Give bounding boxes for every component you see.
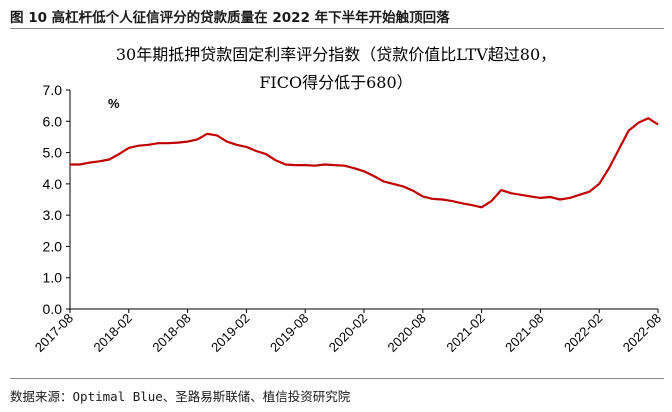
y-tick-label: 5.0 bbox=[43, 145, 63, 161]
source-note: 数据来源：Optimal Blue、圣路易斯联储、植信投资研究院 bbox=[10, 389, 351, 404]
caption-divider bbox=[10, 28, 664, 29]
series-line bbox=[70, 117, 659, 209]
unit-label: % bbox=[108, 96, 120, 111]
x-tick-label: 2020-02 bbox=[326, 311, 370, 355]
x-tick-label: 2018-02 bbox=[91, 311, 135, 355]
line-chart: 0.0 1.0 2.0 3.0 4.0 5.0 6.0 7.0 2017-08 2018-02 20… bbox=[32, 82, 664, 355]
chart-title-line2: FICO得分低于680） bbox=[259, 73, 413, 92]
series-layer bbox=[70, 117, 659, 209]
x-tick-label: 2019-08 bbox=[267, 311, 311, 355]
axes bbox=[66, 89, 659, 313]
x-tick-label: 2018-08 bbox=[149, 311, 193, 355]
x-tick-label: 2021-08 bbox=[502, 311, 546, 355]
y-tick-label: 4.0 bbox=[43, 176, 63, 192]
y-tick-label: 3.0 bbox=[43, 207, 63, 223]
chart-title-line1: 30年期抵押贷款固定利率评分指数（贷款价值比LTV超过80， bbox=[115, 45, 557, 64]
y-tick-label: 7.0 bbox=[43, 82, 63, 98]
x-tick-label: 2022-08 bbox=[620, 311, 664, 355]
figure-caption: 图 10 高杠杆低个人征信评分的贷款质量在 2022 年下半年开始触顶回落 bbox=[10, 10, 450, 26]
x-tick-label: 2019-02 bbox=[208, 311, 252, 355]
source-divider bbox=[10, 378, 664, 379]
tick-labels: 0.0 1.0 2.0 3.0 4.0 5.0 6.0 7.0 2017-08 2018-02 20… bbox=[32, 82, 664, 355]
x-tick-label: 2017-08 bbox=[32, 311, 76, 355]
y-tick-label: 2.0 bbox=[43, 238, 63, 254]
x-tick-label: 2022-02 bbox=[561, 311, 605, 355]
x-tick-label: 2020-08 bbox=[385, 311, 429, 355]
y-tick-label: 0.0 bbox=[43, 301, 63, 317]
y-tick-label: 1.0 bbox=[43, 270, 63, 286]
x-tick-label: 2021-02 bbox=[443, 311, 487, 355]
y-tick-label: 6.0 bbox=[43, 113, 63, 129]
